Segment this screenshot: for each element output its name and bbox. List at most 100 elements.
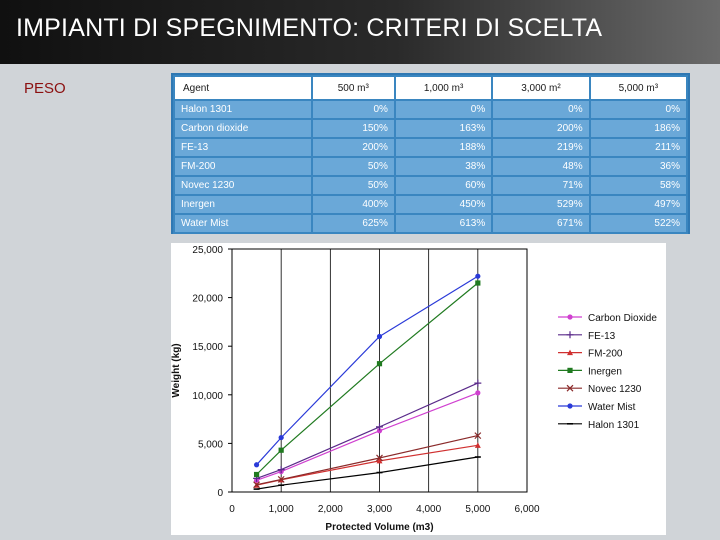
point xyxy=(567,403,573,409)
point xyxy=(277,475,285,483)
table-cell: 400% xyxy=(310,194,396,215)
series-line xyxy=(256,456,478,490)
table-row: Halon 1301 0% 0% 0% 0% xyxy=(173,99,689,120)
table-cell: 36% xyxy=(588,156,689,177)
point xyxy=(566,331,574,339)
table-cell: 671% xyxy=(491,213,591,234)
point xyxy=(376,333,383,340)
table-cell: 50% xyxy=(310,156,396,177)
legend-entry: FE-13 xyxy=(558,331,616,342)
table-cell: 0% xyxy=(491,99,591,120)
table-cell: 60% xyxy=(393,175,494,196)
table-row: Novec 1230 50% 60% 71% 58% xyxy=(173,175,689,196)
point xyxy=(567,367,573,373)
legend-entry: Carbon Dioxide xyxy=(558,313,657,324)
point xyxy=(474,432,482,440)
series-fe-13 xyxy=(253,379,482,482)
point xyxy=(566,384,574,392)
legend-label: FE-13 xyxy=(588,331,616,342)
point xyxy=(567,349,573,356)
y-tick-label: 20,000 xyxy=(192,294,223,305)
table-cell: 497% xyxy=(588,194,689,215)
table-cell: 186% xyxy=(588,118,689,139)
slide-title: IMPIANTI DI SPEGNIMENTO: CRITERI DI SCEL… xyxy=(16,14,603,42)
table-cell: 0% xyxy=(393,99,494,120)
agent-name: Halon 1301 xyxy=(173,99,313,120)
table-cell: 200% xyxy=(310,137,396,158)
point xyxy=(277,466,285,474)
series-line xyxy=(256,282,479,475)
agent-name: Carbon dioxide xyxy=(173,118,313,139)
table-row: Water Mist 625% 613% 671% 522% xyxy=(173,213,689,234)
header-agent: Agent xyxy=(173,75,313,101)
series-water-mist xyxy=(253,273,481,468)
point xyxy=(278,447,284,453)
legend-entry: Inergen xyxy=(558,366,622,377)
header-500: 500 m³ xyxy=(310,75,396,101)
series-line xyxy=(256,382,479,479)
table-cell: 163% xyxy=(393,118,494,139)
table-cell: 38% xyxy=(393,156,494,177)
table-row: FE-13 200% 188% 219% 211% xyxy=(173,137,689,158)
table-cell: 613% xyxy=(393,213,494,234)
table-cell: 0% xyxy=(310,99,396,120)
series-line xyxy=(256,392,479,481)
legend-entry: Water Mist xyxy=(558,402,636,413)
point xyxy=(376,428,383,434)
x-tick-label: 1,000 xyxy=(269,504,294,515)
legend-label: Halon 1301 xyxy=(588,420,640,431)
table-cell: 529% xyxy=(491,194,591,215)
chart-svg: 0 1,000 2,000 3,000 4,000 5,000 6,000 0 5,000 10,… xyxy=(171,245,657,533)
agent-name: Water Mist xyxy=(173,213,313,234)
legend-label: Novec 1230 xyxy=(588,384,642,395)
point xyxy=(376,423,383,431)
table-cell: 625% xyxy=(310,213,396,234)
point xyxy=(278,434,284,441)
point xyxy=(475,280,481,286)
point xyxy=(475,390,481,396)
point xyxy=(474,379,482,387)
legend-entry: Halon 1301 xyxy=(558,420,640,431)
table-cell: 211% xyxy=(588,137,689,158)
table-cell: 0% xyxy=(588,99,689,120)
header-3000: 3,000 m² xyxy=(491,75,591,101)
table-cell: 58% xyxy=(588,175,689,196)
point xyxy=(376,361,383,367)
header-1000: 1,000 m³ xyxy=(393,75,494,101)
table-cell: 522% xyxy=(588,213,689,234)
agent-name: Inergen xyxy=(173,194,313,215)
y-tick-label: 10,000 xyxy=(192,391,223,402)
x-tick-label: 3,000 xyxy=(367,504,392,515)
series-line xyxy=(256,275,479,466)
legend-entry: FM-200 xyxy=(558,349,623,360)
point xyxy=(567,314,573,320)
point xyxy=(474,442,481,448)
agent-name: FE-13 xyxy=(173,137,313,158)
y-tick-label: 15,000 xyxy=(192,342,223,353)
x-tick-label: 5,000 xyxy=(465,504,490,515)
point xyxy=(376,454,383,462)
series-halon-1301 xyxy=(253,456,481,490)
header-5000: 5,000 m³ xyxy=(588,75,689,101)
table-cell: 48% xyxy=(491,156,591,177)
table-cell: 71% xyxy=(491,175,591,196)
x-axis-title: Protected Volume (m3) xyxy=(325,522,433,533)
table-row: Inergen 400% 450% 529% 497% xyxy=(173,194,689,215)
point xyxy=(253,481,261,489)
point xyxy=(475,273,481,279)
legend-label: Carbon Dioxide xyxy=(588,313,657,324)
x-tick-label: 6,000 xyxy=(514,504,539,515)
agent-table: Agent 500 m³ 1,000 m³ 3,000 m² 5,000 m³ … xyxy=(171,73,690,234)
y-tick-label: 0 xyxy=(217,488,223,499)
point xyxy=(253,462,260,468)
point xyxy=(376,457,383,464)
section-label: PESO xyxy=(24,80,66,97)
table-cell: 200% xyxy=(491,118,591,139)
legend-label: Inergen xyxy=(588,366,622,377)
series-inergen xyxy=(253,280,481,478)
weight-chart: 0 1,000 2,000 3,000 4,000 5,000 6,000 0 5,000 10,… xyxy=(171,243,666,535)
y-tick-label: 5,000 xyxy=(198,439,223,450)
x-tick-label: 0 xyxy=(229,504,235,515)
table-cell: 219% xyxy=(491,137,591,158)
table-cell: 188% xyxy=(393,137,494,158)
